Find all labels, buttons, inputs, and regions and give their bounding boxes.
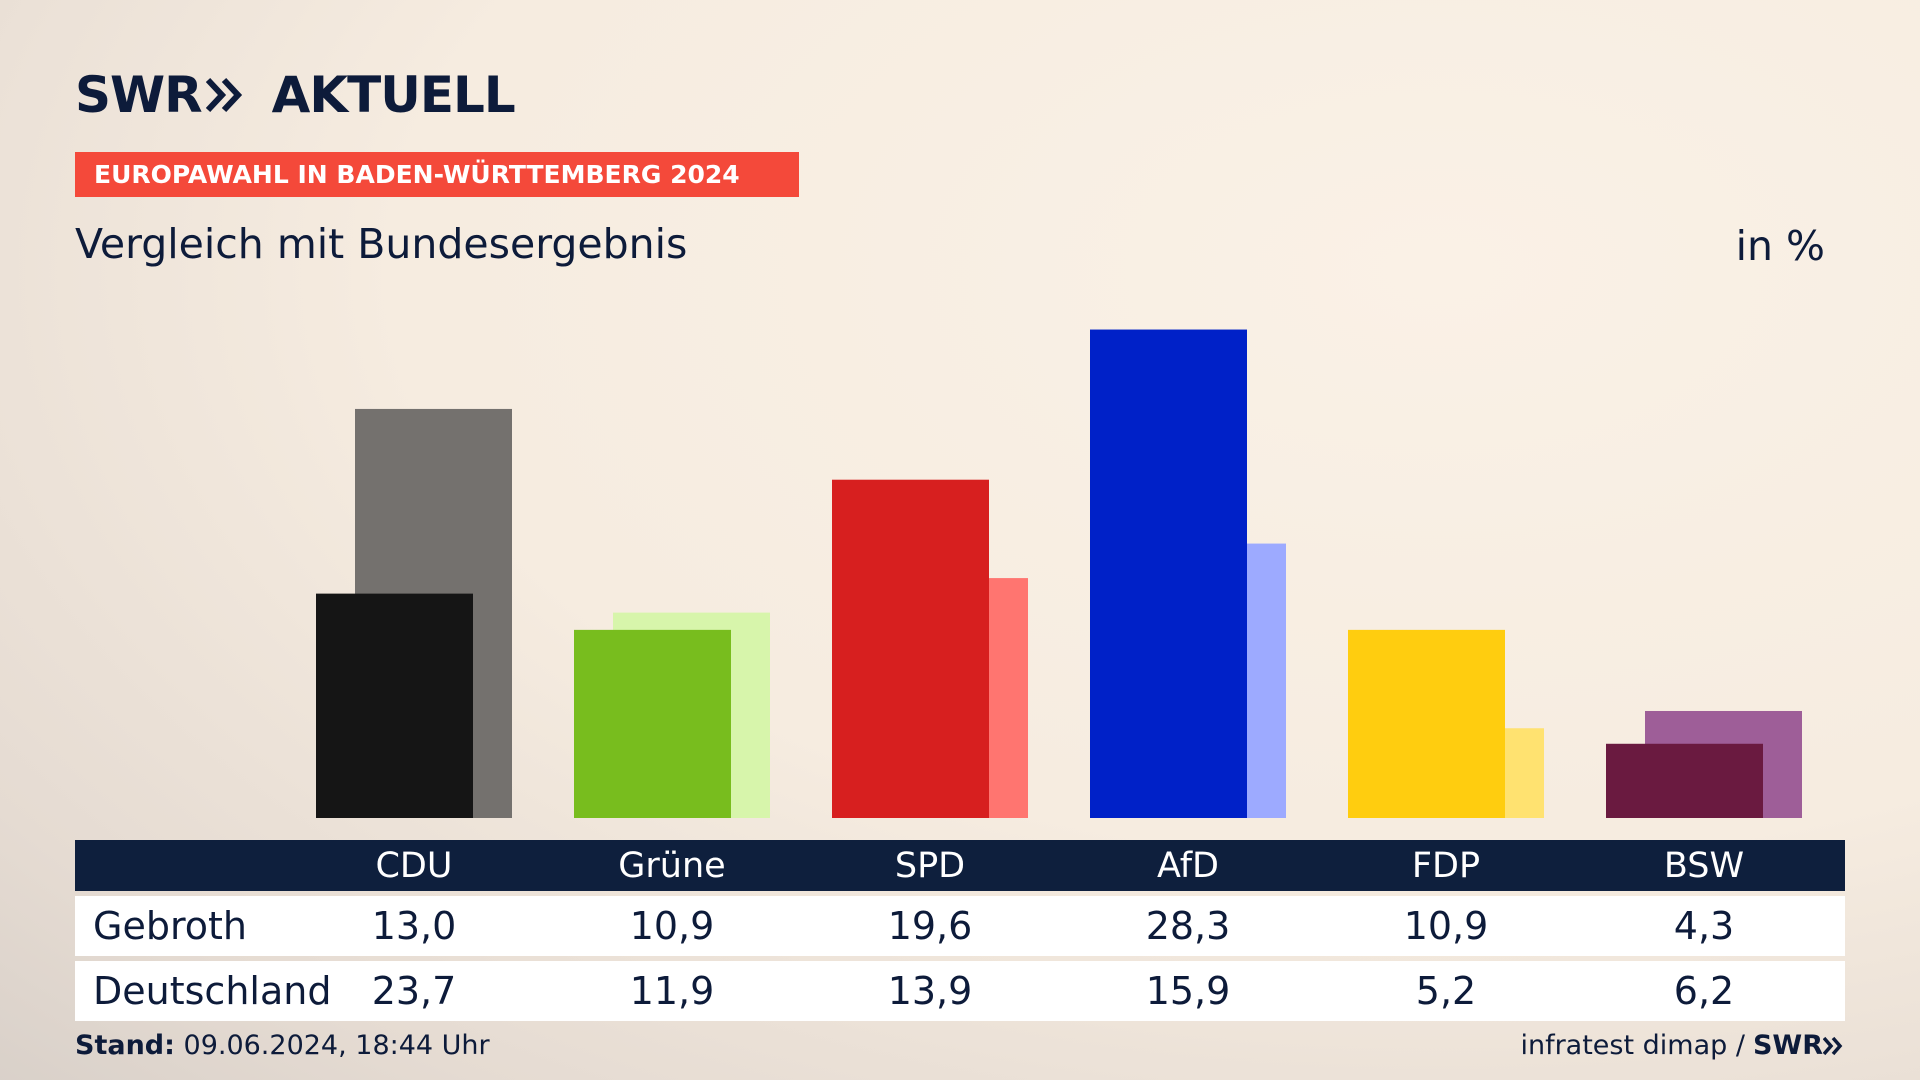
stand-label: Stand:	[75, 1030, 175, 1061]
table-cell: 13,0	[371, 904, 457, 948]
row-label: Gebroth	[93, 904, 247, 948]
row-label: Deutschland	[93, 969, 332, 1013]
bar-gebroth-fdp	[1348, 629, 1505, 818]
table-row-gebroth: Gebroth 13,0 10,9 19,6 28,3 10,9 4,3	[75, 896, 1845, 956]
bar-gebroth-afd	[1090, 329, 1247, 818]
bar-gebroth-spd	[832, 479, 989, 818]
table-cell: 10,9	[1403, 904, 1489, 948]
table-cell: 23,7	[371, 969, 457, 1013]
timestamp: Stand: 09.06.2024, 18:44 Uhr	[75, 1030, 490, 1061]
source-credit: infratest dimap / SWR	[1520, 1030, 1845, 1061]
bar-gebroth-cdu	[316, 593, 473, 818]
header-cdu: CDU	[375, 845, 453, 886]
chart-subtitle: Vergleich mit Bundesergebnis	[75, 220, 688, 268]
unit-label: in %	[1735, 222, 1825, 270]
table-header-row: CDU Grüne SPD AfD FDP BSW	[75, 840, 1845, 891]
header-afd: AfD	[1157, 845, 1219, 886]
logo-suffix: AKTUELL	[271, 66, 516, 124]
table-cell: 28,3	[1145, 904, 1231, 948]
table-row-deutschland: Deutschland 23,7 11,9 13,9 15,9 5,2 6,2	[75, 961, 1845, 1021]
bar-chart	[316, 329, 1802, 818]
table-cell: 4,3	[1673, 904, 1735, 948]
chevrons-icon	[205, 77, 246, 113]
table-cell: 19,6	[887, 904, 973, 948]
bar-gebroth-gruene	[574, 629, 731, 818]
ribbon-text: EUROPAWAHL IN BADEN-WÜRTTEMBERG 2024	[94, 160, 740, 189]
bar-gebroth-bsw	[1606, 743, 1763, 818]
header-spd: SPD	[894, 845, 966, 886]
header-bsw: BSW	[1663, 845, 1745, 886]
header-gruene: Grüne	[618, 845, 726, 886]
table-cell: 10,9	[629, 904, 715, 948]
table-cell: 13,9	[887, 969, 973, 1013]
chevrons-icon	[1823, 1036, 1843, 1055]
header-fdp: FDP	[1411, 845, 1481, 886]
table-cell: 6,2	[1673, 969, 1735, 1013]
results-table: CDU Grüne SPD AfD FDP BSW Gebroth 13,0 1…	[75, 840, 1845, 1021]
table-cell: 15,9	[1145, 969, 1231, 1013]
stand-value: 09.06.2024, 18:44 Uhr	[183, 1030, 490, 1061]
swr-footer-logo: SWR	[1753, 1030, 1845, 1061]
source-logo-text: SWR	[1752, 1030, 1823, 1061]
election-ribbon: EUROPAWAHL IN BADEN-WÜRTTEMBERG 2024	[75, 152, 799, 197]
table-cell: 5,2	[1415, 969, 1477, 1013]
swr-aktuell-logo: SWR AKTUELL	[75, 66, 516, 124]
logo-text: SWR	[75, 66, 203, 124]
table-cell: 11,9	[629, 969, 715, 1013]
source-text: infratest dimap /	[1520, 1030, 1745, 1061]
